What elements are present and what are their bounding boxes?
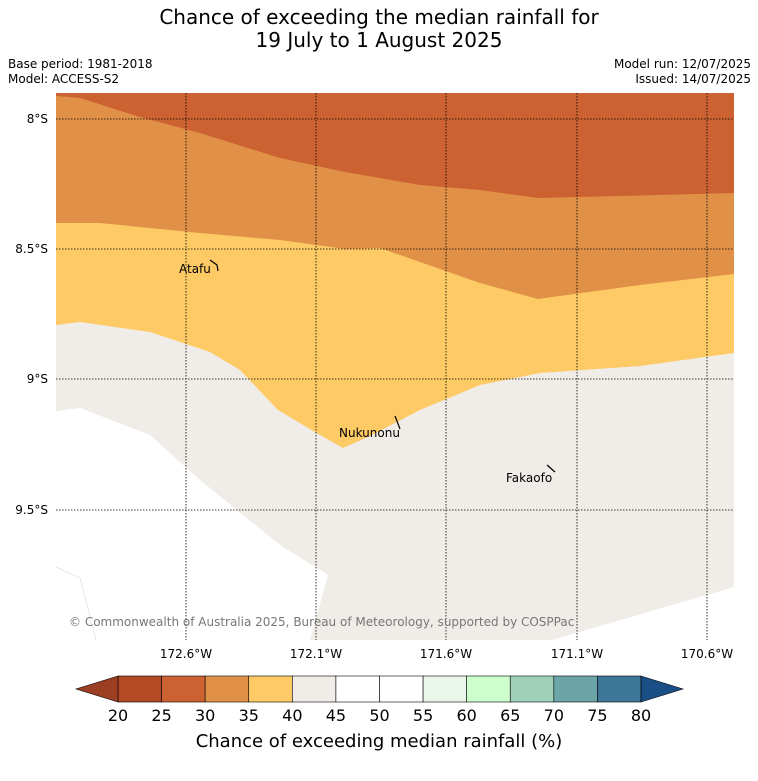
place-label-fakaofo: Fakaofo: [506, 471, 552, 485]
meta-left: Base period: 1981-2018 Model: ACCESS-S2: [8, 57, 153, 87]
base-period: Base period: 1981-2018: [8, 57, 153, 71]
colorbar-tick-label: 20: [108, 706, 128, 725]
atafu-marker: [209, 259, 219, 272]
lat-tick-label: 8°S: [27, 112, 48, 126]
colorbar-tick-label: 45: [326, 706, 346, 725]
colorbar-segment: [117, 675, 162, 703]
graticule: [56, 93, 734, 640]
colorbar-tick-label: 65: [500, 706, 520, 725]
colorbar-segment: [204, 675, 250, 703]
colorbar-segment: [379, 675, 424, 703]
lon-tick-label: 172.1°W: [290, 647, 342, 661]
place-label-nukunonu: Nukunonu: [339, 426, 400, 440]
title-line-1: Chance of exceeding the median rainfall …: [159, 5, 599, 29]
colorbar-segment: [335, 675, 380, 703]
model-name: Model: ACCESS-S2: [8, 72, 120, 86]
colorbar-tick-label: 70: [544, 706, 564, 725]
colorbar-tick-label: 55: [413, 706, 433, 725]
lat-tick-label: 9°S: [27, 372, 48, 386]
lat-tick-label: 8.5°S: [15, 242, 48, 256]
issued-date: Issued: 14/07/2025: [635, 72, 751, 86]
nukunonu-marker: [394, 415, 401, 430]
colorbar-segment: [161, 675, 206, 703]
lon-tick-label: 170.6°W: [681, 647, 733, 661]
title-line-2: 19 July to 1 August 2025: [255, 28, 503, 52]
lon-tick-label: 172.6°W: [160, 647, 212, 661]
coast-line: [56, 566, 97, 640]
colorbar-extend-low: [74, 675, 119, 703]
colorbar-tick-label: 60: [456, 706, 476, 725]
colorbar-tick-label: 80: [631, 706, 651, 725]
colorbar-segment: [509, 675, 555, 703]
colorbar-label: Chance of exceeding median rainfall (%): [196, 731, 563, 752]
colorbar-segment: [248, 675, 293, 703]
colorbar-extend-high: [640, 675, 685, 703]
colorbar-tick-label: 25: [151, 706, 171, 725]
lat-tick-label: 9.5°S: [15, 503, 48, 517]
copyright-text: © Commonwealth of Australia 2025, Bureau…: [69, 615, 574, 629]
lon-tick-label: 171.6°W: [420, 647, 472, 661]
lon-tick-label: 171.1°W: [551, 647, 603, 661]
colorbar-segment: [292, 675, 337, 703]
colorbar-tick-label: 50: [369, 706, 389, 725]
colorbar-segment: [466, 675, 511, 703]
colorbar-segment: [422, 675, 467, 703]
colorbar-tick-label: 75: [587, 706, 607, 725]
colorbar-tick-label: 40: [282, 706, 302, 725]
colorbar-tick-label: 35: [239, 706, 259, 725]
chart-title: Chance of exceeding the median rainfall …: [0, 6, 758, 52]
colorbar-tick-label: 30: [195, 706, 215, 725]
meta-right: Model run: 12/07/2025 Issued: 14/07/2025: [614, 57, 751, 87]
colorbar-segment: [553, 675, 598, 703]
map-area: [56, 93, 734, 640]
model-run: Model run: 12/07/2025: [613, 57, 751, 71]
colorbar: [74, 675, 685, 703]
fakaofo-marker: [546, 464, 556, 473]
colorbar-segment: [597, 675, 642, 703]
place-label-atafu: Atafu: [179, 262, 211, 276]
